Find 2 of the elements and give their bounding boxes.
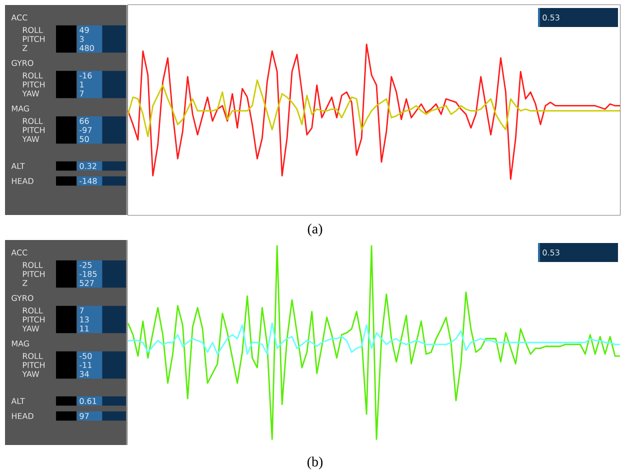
text: (a) bbox=[308, 224, 322, 236]
text: (b) bbox=[307, 456, 323, 470]
